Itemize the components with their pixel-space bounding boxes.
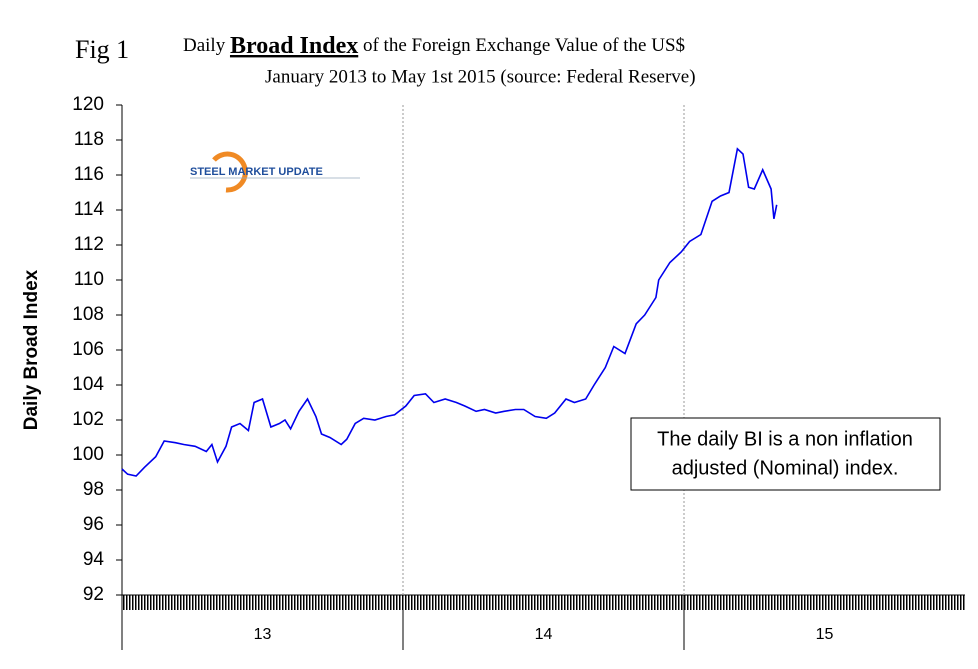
- x-tick-label: 14: [535, 626, 553, 643]
- line: [121, 147, 778, 477]
- y-tick-label: 100: [72, 444, 104, 465]
- y-tick-label: 108: [72, 304, 104, 325]
- logo-swoosh: [212, 151, 248, 193]
- y-tick-label: 102: [72, 409, 104, 430]
- x-tick-label: 15: [816, 626, 834, 643]
- y-tick-label: 114: [74, 199, 105, 220]
- y-tick-label: 112: [74, 234, 104, 255]
- y-tick-label: 98: [83, 479, 104, 500]
- y-tick-label: 106: [72, 339, 104, 360]
- annotation-box: [630, 417, 941, 491]
- x-tick-label: 13: [254, 626, 272, 643]
- y-tick-label: 94: [83, 549, 105, 570]
- y-tick-label: 92: [83, 584, 104, 605]
- annotation: adjusted (Nominal) index.: [672, 457, 899, 479]
- y-tick-label: 104: [72, 374, 104, 395]
- annotation: The daily BI is a non inflation: [657, 428, 913, 450]
- y-tick-label: 116: [74, 164, 104, 185]
- title-part: Daily: [183, 35, 226, 56]
- logo: STEEL MARKET UPDATE: [190, 151, 360, 193]
- title-part: Broad Index: [230, 33, 358, 59]
- y-tick-label: 96: [83, 514, 104, 535]
- title-part: of the Foreign Exchange Value of the US$: [363, 35, 685, 56]
- y-tick-label: 118: [74, 129, 104, 150]
- y-axis-label: Daily Broad Index: [21, 269, 42, 430]
- minor-ticks: [122, 595, 965, 610]
- figure-label: Fig 1: [75, 35, 129, 64]
- chart-title: Daily Broad Index of the Foreign Exchang…: [183, 33, 685, 59]
- logo-text: STEEL MARKET UPDATE: [190, 166, 323, 178]
- y-tick-label: 120: [72, 94, 104, 115]
- y-tick-label: 110: [74, 269, 104, 290]
- chart-subtitle: January 2013 to May 1st 2015 (source: Fe…: [265, 66, 696, 87]
